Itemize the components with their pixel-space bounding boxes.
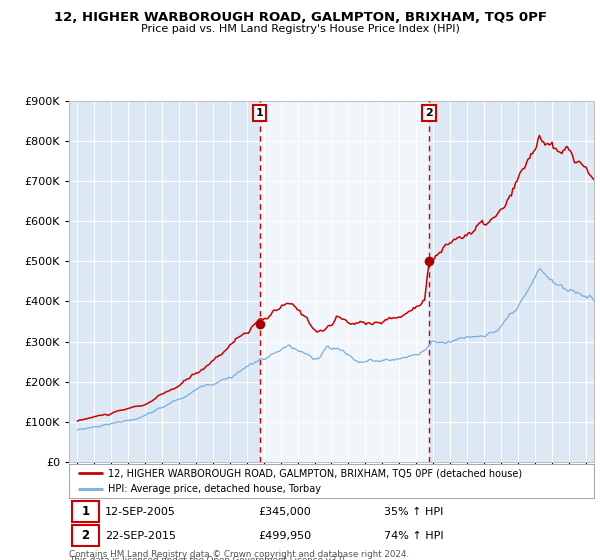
Text: 1: 1 <box>256 108 263 118</box>
Text: Contains HM Land Registry data © Crown copyright and database right 2024.: Contains HM Land Registry data © Crown c… <box>69 550 409 559</box>
Text: 22-SEP-2015: 22-SEP-2015 <box>105 531 176 540</box>
Text: This data is licensed under the Open Government Licence v3.0.: This data is licensed under the Open Gov… <box>69 556 347 560</box>
Text: 12, HIGHER WARBOROUGH ROAD, GALMPTON, BRIXHAM, TQ5 0PF: 12, HIGHER WARBOROUGH ROAD, GALMPTON, BR… <box>53 11 547 24</box>
Text: £499,950: £499,950 <box>258 531 311 540</box>
Bar <box>260 101 429 462</box>
Text: 1: 1 <box>81 505 89 518</box>
Text: 2: 2 <box>81 529 89 542</box>
Text: HPI: Average price, detached house, Torbay: HPI: Average price, detached house, Torb… <box>109 484 322 494</box>
Text: 12-SEP-2005: 12-SEP-2005 <box>105 507 176 516</box>
Text: 74% ↑ HPI: 74% ↑ HPI <box>384 531 443 540</box>
Text: £345,000: £345,000 <box>258 507 311 516</box>
Text: 12, HIGHER WARBOROUGH ROAD, GALMPTON, BRIXHAM, TQ5 0PF (detached house): 12, HIGHER WARBOROUGH ROAD, GALMPTON, BR… <box>109 468 523 478</box>
Text: 35% ↑ HPI: 35% ↑ HPI <box>384 507 443 516</box>
FancyBboxPatch shape <box>71 501 99 522</box>
FancyBboxPatch shape <box>71 525 99 546</box>
Text: 2: 2 <box>425 108 433 118</box>
Text: Price paid vs. HM Land Registry's House Price Index (HPI): Price paid vs. HM Land Registry's House … <box>140 24 460 34</box>
